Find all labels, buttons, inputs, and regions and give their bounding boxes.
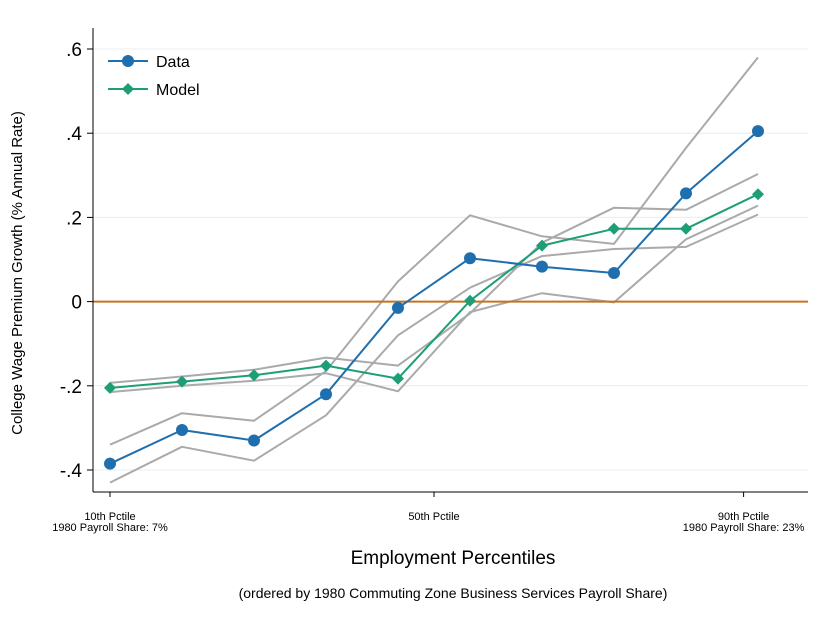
data-point — [392, 301, 404, 314]
bound-line — [109, 213, 759, 484]
legend-label: Model — [156, 82, 200, 99]
x-tick-label: 1980 Payroll Share: 7% — [52, 522, 168, 534]
model-point — [608, 222, 620, 235]
data-point — [104, 457, 116, 470]
data-point — [122, 55, 134, 67]
model-point — [536, 239, 548, 252]
x-axis-note: (ordered by 1980 Commuting Zone Business… — [239, 585, 668, 601]
model-point — [752, 188, 764, 201]
x-axis-label: Employment Percentiles — [351, 548, 556, 569]
y-tick-label: .4 — [66, 124, 82, 145]
y-tick-label: -.4 — [60, 461, 83, 482]
series-line-data — [109, 130, 759, 465]
data-point — [608, 266, 620, 279]
bound-line — [109, 204, 759, 394]
model-point — [176, 375, 188, 388]
bound-line — [109, 56, 759, 446]
data-point — [320, 388, 332, 401]
series-line-model — [109, 193, 759, 389]
series-lines — [104, 125, 764, 470]
model-point — [320, 359, 332, 372]
data-point — [176, 424, 188, 437]
y-tick-label: .2 — [66, 208, 82, 229]
model-point — [248, 369, 260, 382]
model-point — [122, 83, 134, 95]
data-point — [752, 125, 764, 138]
legend-label: Data — [156, 54, 190, 71]
x-tick-label: 1980 Payroll Share: 23% — [683, 522, 805, 534]
y-tick-label: .6 — [66, 40, 82, 61]
x-tick-label: 10th Pctile — [84, 511, 135, 523]
gridlines — [93, 48, 808, 471]
x-tick-label: 90th Pctile — [718, 511, 769, 523]
data-point — [248, 434, 260, 447]
model-point — [104, 381, 116, 394]
x-tick-label: 50th Pctile — [408, 511, 459, 523]
model-point — [392, 372, 404, 385]
data-point — [464, 252, 476, 265]
model-point — [680, 222, 692, 235]
data-point — [680, 187, 692, 200]
data-point — [536, 260, 548, 273]
y-tick-label: -.2 — [60, 377, 82, 398]
y-axis-label: College Wage Premium Growth (% Annual Ra… — [9, 111, 26, 435]
legend: Data Model — [108, 54, 200, 99]
y-tick-label: 0 — [71, 293, 82, 314]
model-point — [464, 294, 476, 307]
model-bounds — [109, 56, 759, 484]
